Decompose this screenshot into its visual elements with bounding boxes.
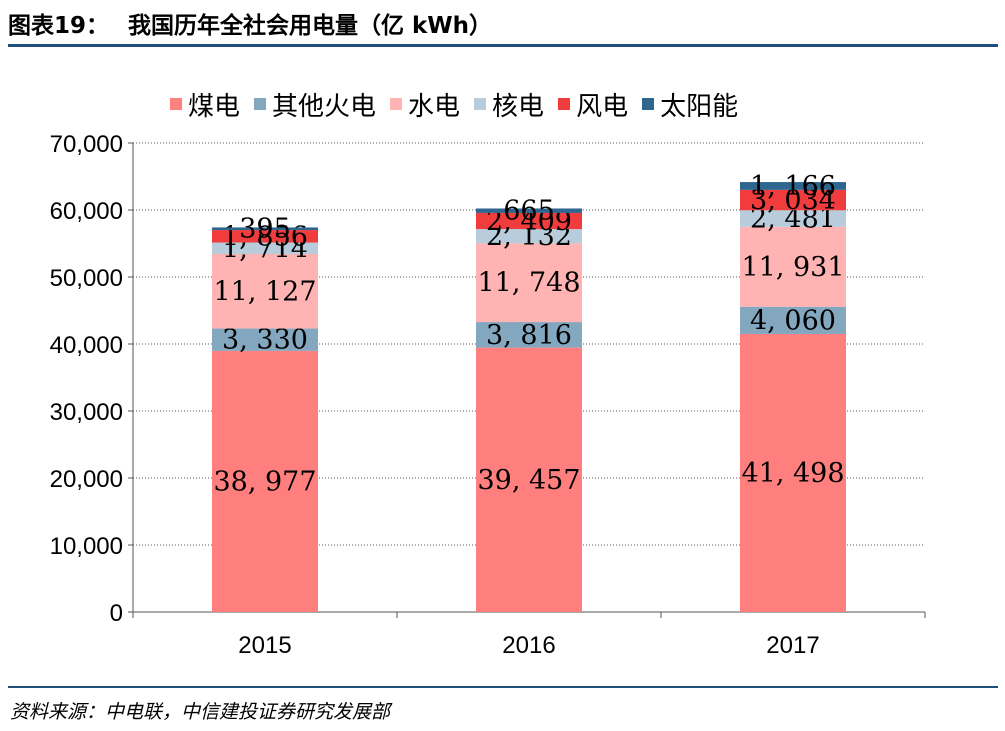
top-rule bbox=[8, 44, 998, 47]
bar-segment bbox=[476, 208, 582, 213]
bar-segment bbox=[212, 230, 318, 243]
legend-swatch bbox=[254, 98, 267, 110]
bar-segment bbox=[212, 328, 318, 351]
data-label: 3, 330 bbox=[222, 325, 308, 356]
bar-segment bbox=[740, 226, 846, 307]
legend-swatch bbox=[642, 98, 655, 110]
data-label: 3, 816 bbox=[486, 320, 572, 351]
y-tick-label: 40,000 bbox=[50, 332, 123, 359]
legend-label: 太阳能 bbox=[660, 91, 739, 122]
x-tick-label: 2015 bbox=[238, 632, 291, 659]
x-tick-label: 2017 bbox=[766, 632, 819, 659]
figure-title: 图表19： 我国历年全社会用电量（亿 kWh） bbox=[8, 6, 998, 40]
data-label: 1, 166 bbox=[750, 171, 836, 202]
bottom-rule bbox=[8, 686, 998, 688]
chart-legend: 煤电 其他火电 水电 核电 风电 太阳能 bbox=[170, 86, 752, 122]
bar-segment bbox=[476, 322, 582, 348]
legend-label: 核电 bbox=[492, 91, 545, 122]
data-label: 39, 457 bbox=[477, 465, 580, 496]
y-tick-label: 20,000 bbox=[50, 466, 123, 493]
data-label: 3, 034 bbox=[750, 185, 836, 216]
legend-item: 核电 bbox=[474, 86, 544, 123]
legend-swatch bbox=[558, 98, 571, 110]
data-label: 41, 498 bbox=[741, 458, 844, 489]
data-label: 395 bbox=[239, 214, 291, 245]
bar-segment bbox=[740, 306, 846, 334]
bar-segment bbox=[212, 350, 318, 612]
data-label: 1, 856 bbox=[222, 221, 308, 252]
data-label: 4, 060 bbox=[750, 305, 836, 336]
y-tick-label: 70,000 bbox=[50, 131, 123, 158]
data-label: 665 bbox=[503, 196, 555, 227]
bar-segment bbox=[212, 253, 318, 329]
data-label: 11, 931 bbox=[741, 252, 844, 283]
legend-swatch bbox=[390, 98, 403, 110]
source-note: 资料来源：中电联，中信建投证券研究发展部 bbox=[10, 701, 391, 723]
bar-segment bbox=[740, 333, 846, 612]
bar-segment bbox=[476, 212, 582, 230]
data-label: 11, 748 bbox=[477, 268, 580, 299]
y-tick-label: 50,000 bbox=[50, 265, 123, 292]
y-tick-label: 10,000 bbox=[50, 533, 123, 560]
bar-segment bbox=[476, 229, 582, 244]
bar-segment bbox=[476, 243, 582, 323]
legend-item: 其他火电 bbox=[254, 86, 376, 123]
legend-label: 水电 bbox=[408, 91, 461, 122]
bar-segment bbox=[740, 182, 846, 190]
y-tick-label: 0 bbox=[110, 600, 123, 627]
figure-number: 图表19： bbox=[8, 13, 110, 39]
figure-title-text: 我国历年全社会用电量（亿 kWh） bbox=[128, 13, 493, 39]
bar-segment bbox=[740, 210, 846, 227]
bar-segment bbox=[212, 242, 318, 254]
legend-item: 水电 bbox=[390, 86, 460, 123]
x-tick-label: 2016 bbox=[502, 632, 555, 659]
data-label: 11, 127 bbox=[213, 276, 316, 307]
legend-label: 风电 bbox=[576, 91, 629, 122]
legend-item: 太阳能 bbox=[642, 86, 738, 123]
legend-item: 风电 bbox=[558, 86, 628, 123]
legend-swatch bbox=[474, 98, 487, 110]
bar-segment bbox=[476, 347, 582, 612]
data-label: 38, 977 bbox=[213, 466, 316, 497]
y-tick-label: 30,000 bbox=[50, 399, 123, 426]
legend-item: 煤电 bbox=[170, 86, 240, 123]
bar-segment bbox=[740, 189, 846, 211]
y-tick-label: 60,000 bbox=[50, 198, 123, 225]
legend-label: 其他火电 bbox=[272, 91, 377, 122]
legend-swatch bbox=[170, 98, 182, 110]
legend-label: 煤电 bbox=[188, 91, 241, 122]
bar-segment bbox=[212, 227, 318, 231]
